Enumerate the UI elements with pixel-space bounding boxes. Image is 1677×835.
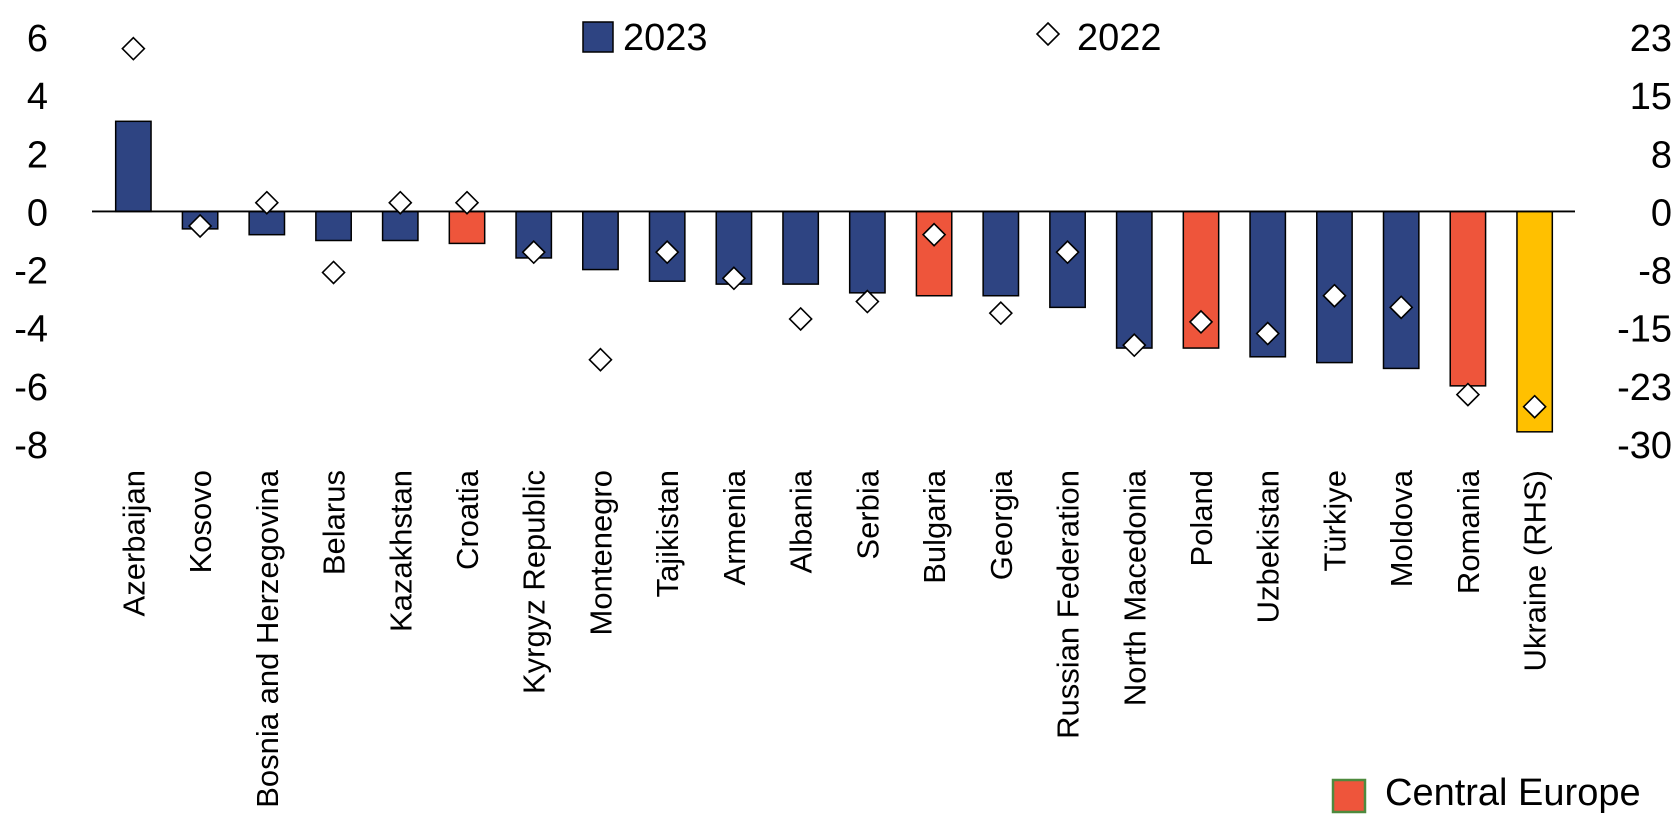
marker-2022 (1455, 382, 1481, 407)
marker-2022 (1255, 321, 1280, 346)
category-label: Serbia (850, 469, 885, 559)
category-label: Poland (1184, 470, 1219, 567)
category-label: Belarus (317, 470, 352, 575)
left-axis-tick-label: 0 (27, 192, 48, 234)
central-europe-swatch (1331, 778, 1367, 814)
bar-2023 (248, 210, 286, 236)
bar-2023 (1449, 210, 1487, 387)
right-axis-tick-label: -23 (1617, 367, 1672, 409)
marker-2022 (187, 213, 213, 239)
category-label: Moldova (1384, 469, 1419, 587)
category-label: Albania (784, 469, 819, 573)
category-label: Kyrgyz Republic (517, 470, 552, 694)
category-label: Bosnia and Herzegovina (250, 469, 285, 808)
category-label: Uzbekistan (1251, 470, 1286, 623)
category-label: Armenia (717, 469, 752, 585)
bar-2023 (848, 210, 886, 294)
left-axis-tick-label: 4 (27, 76, 48, 118)
marker-2022 (1122, 333, 1147, 358)
right-y-axis: 23 15 8 0 -8 -15 -23 -30 (1617, 18, 1672, 467)
left-axis-tick-label: 2 (27, 134, 48, 176)
marker-2022 (521, 239, 546, 265)
legend-2022-label: 2022 (1077, 17, 1162, 59)
category-label: Tajikistan (650, 470, 685, 598)
right-axis-tick-label: -30 (1617, 425, 1672, 467)
marker-2022 (321, 260, 346, 285)
bar-2023 (381, 210, 419, 242)
top-legend: 2023 2022 (582, 17, 1162, 59)
marker-2022 (921, 222, 947, 247)
marker-2022 (1522, 394, 1547, 419)
category-label: Croatia (450, 469, 485, 570)
left-axis-tick-label: 6 (27, 18, 48, 60)
marker-2022 (388, 190, 413, 215)
right-axis-tick-label: 23 (1630, 18, 1672, 60)
bar-2023 (448, 210, 486, 245)
marker-2022 (454, 190, 480, 215)
marker-2022 (855, 289, 880, 314)
marker-2022 (1188, 309, 1214, 335)
category-label: North Macedonia (1117, 469, 1152, 706)
category-labels: Azerbaijan Kosovo Bosnia and Herzegovina Be… (116, 469, 1552, 808)
left-axis-tick-label: -2 (14, 251, 48, 293)
central-europe-legend: Central Europe (1331, 772, 1641, 814)
category-label: Bulgaria (917, 469, 952, 583)
bar-2023 (1115, 210, 1153, 349)
marker-2022 (1322, 283, 1347, 308)
bar-2023 (114, 120, 152, 213)
category-label: Ukraine (RHS) (1518, 470, 1553, 672)
category-label: Montenegro (583, 470, 618, 635)
right-axis-tick-label: -15 (1617, 309, 1672, 351)
right-axis-tick-label: 15 (1630, 76, 1672, 118)
marker-2022 (1389, 295, 1414, 320)
category-label: Kazakhstan (383, 470, 418, 632)
category-label: Türkiye (1317, 470, 1352, 572)
marker-2022 (1055, 239, 1080, 265)
legend-2023-swatch (582, 21, 614, 53)
left-y-axis: 6 4 2 0 -2 -4 -6 -8 (14, 18, 48, 467)
marker-2022 (254, 190, 279, 215)
right-axis-tick-label: 0 (1651, 192, 1672, 234)
marker-2022 (588, 347, 613, 372)
bar-2023 (582, 210, 619, 271)
category-label: Russian Federation (1051, 470, 1086, 739)
left-axis-tick-label: -4 (14, 309, 48, 351)
left-axis-tick-label: -8 (14, 425, 48, 467)
marker-2022 (988, 301, 1013, 326)
marker-2022 (788, 306, 813, 332)
marker-2022 (655, 239, 680, 265)
legend-2022-marker-icon (1035, 21, 1061, 47)
bar-2023 (782, 210, 820, 285)
bar-2023 (982, 210, 1020, 297)
category-label: Romania (1451, 469, 1486, 594)
bar-2023 (315, 210, 352, 242)
marker-2022 (721, 266, 747, 291)
category-label: Azerbaijan (116, 470, 151, 616)
legend-2023-label: 2023 (623, 17, 708, 59)
category-label: Georgia (984, 469, 1019, 580)
right-axis-tick-label: -8 (1638, 251, 1672, 293)
category-label: Kosovo (183, 470, 218, 573)
bar-2023 (1382, 210, 1420, 370)
right-axis-tick-label: 8 (1651, 134, 1672, 176)
markers-2022 (121, 36, 1547, 419)
left-axis-tick-label: -6 (14, 367, 48, 409)
central-europe-label: Central Europe (1385, 772, 1641, 814)
marker-2022 (121, 36, 146, 61)
